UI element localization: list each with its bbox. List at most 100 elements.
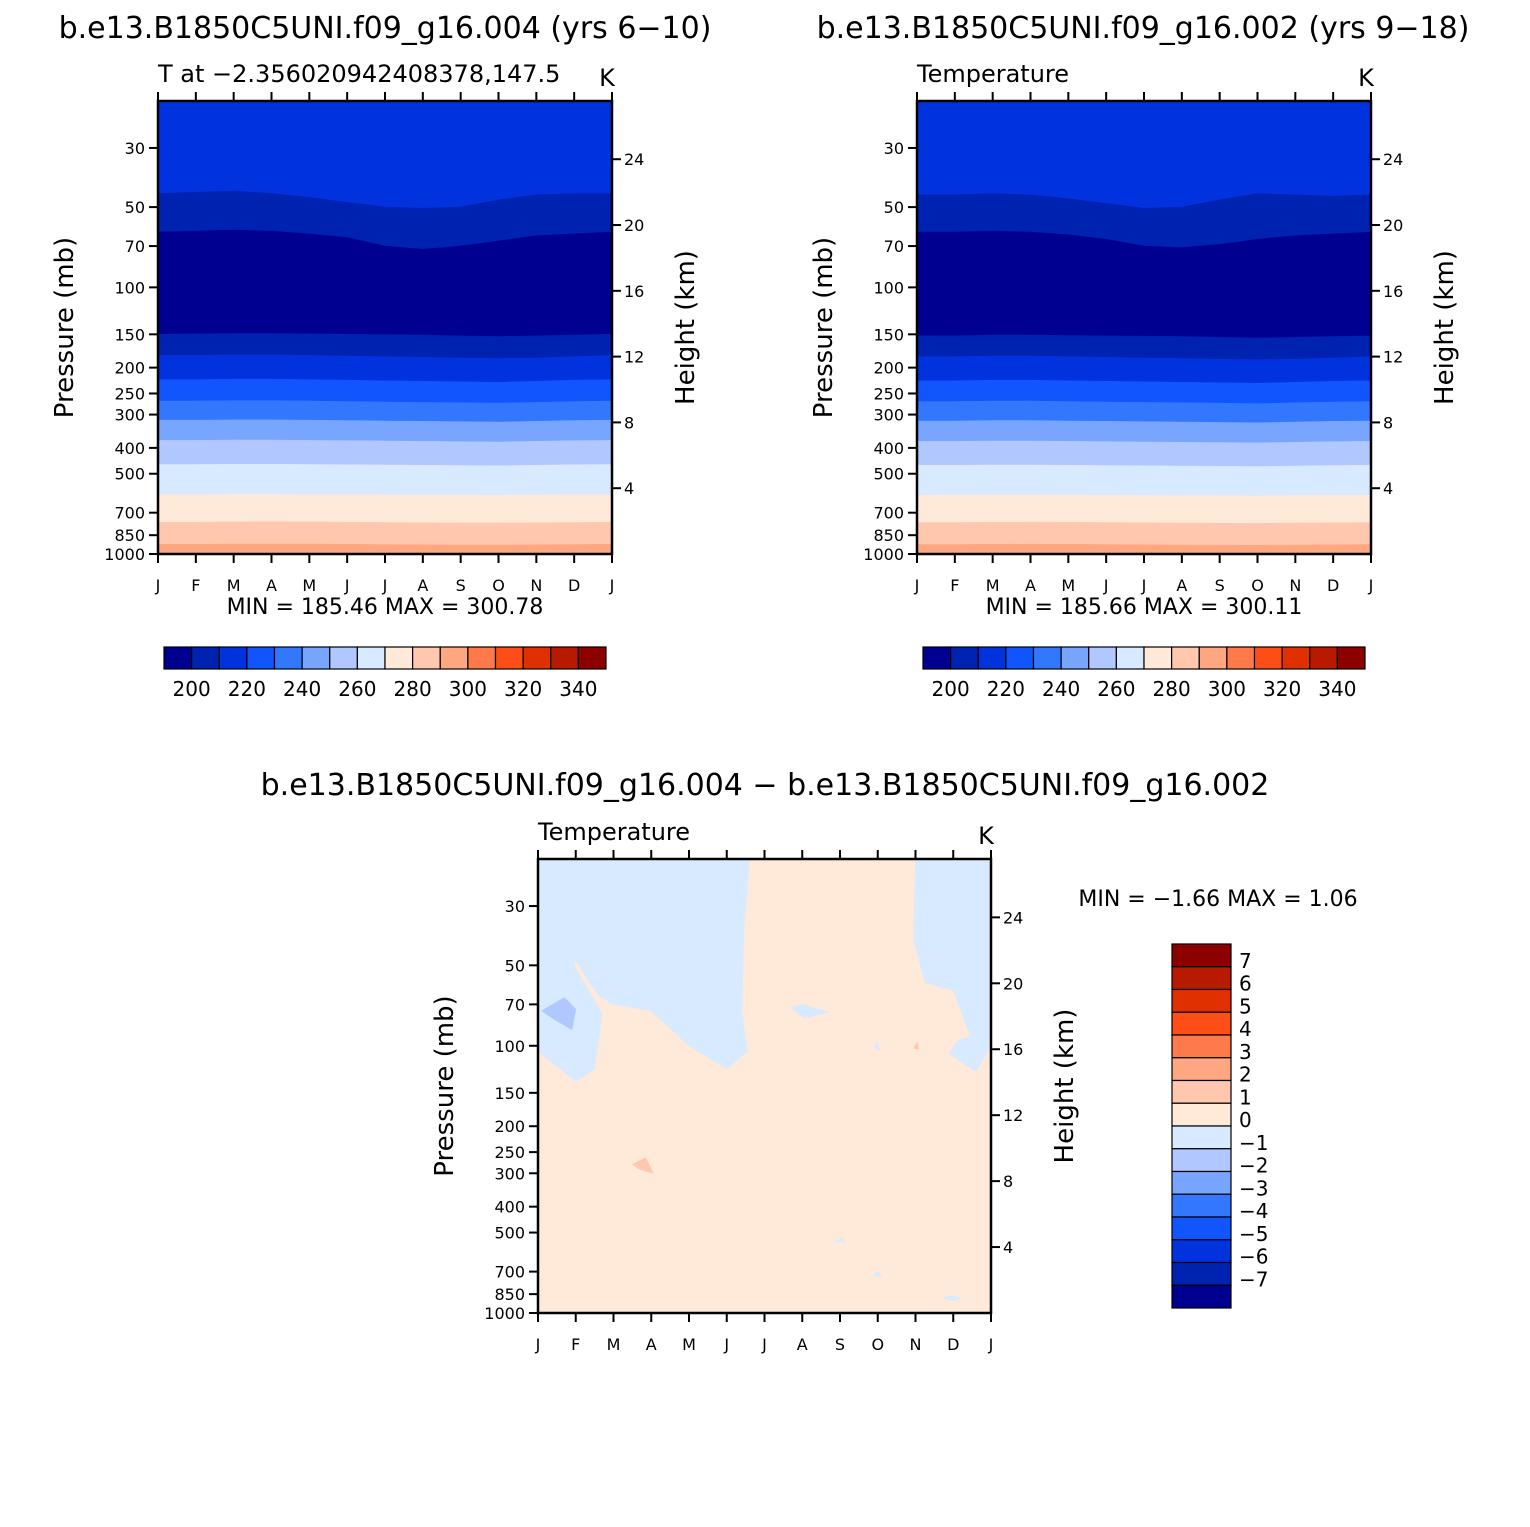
y-tick-label: 850: [114, 526, 145, 545]
x-tick-label: M: [682, 1335, 696, 1354]
x-tick-label: N: [1289, 576, 1301, 595]
colorbar-label: −4: [1239, 1199, 1268, 1223]
y-tick-label: 300: [494, 1164, 525, 1183]
y-tick-label: 30: [125, 139, 145, 158]
x-tick-label: A: [1176, 576, 1187, 595]
panel-subtitle: Temperature: [916, 60, 1069, 88]
y-tick-label: 850: [494, 1285, 525, 1304]
y-tick-label: 400: [494, 1198, 525, 1217]
colorbar-box: [246, 646, 276, 670]
colorbar-label: −2: [1239, 1154, 1268, 1178]
colorbar-box: [384, 646, 414, 670]
colorbar-label: 280: [394, 677, 432, 701]
contour-region-1: [913, 859, 991, 1073]
x-tick-label: M: [986, 576, 1000, 595]
y-axis-label-right: Height (km): [1050, 1009, 1080, 1164]
x-tick-label: J: [988, 1335, 994, 1354]
panel-subtitle: T at −2.356020942408378,147.5: [157, 60, 560, 88]
colorbar-box: [412, 646, 441, 670]
height-tick-label: 8: [1383, 413, 1393, 432]
y-tick-label: 400: [873, 439, 904, 458]
contour-band-8: [158, 439, 612, 467]
contour-region-7: [833, 1237, 847, 1243]
colorbar-box: [577, 646, 607, 670]
units-label: K: [1358, 64, 1375, 92]
y-tick-label: 250: [114, 384, 145, 403]
y-tick-label: 500: [114, 465, 145, 484]
contour-band-9: [917, 464, 1371, 497]
x-tick-label: J: [155, 576, 161, 595]
colorbar-label: 200: [932, 677, 970, 701]
contour-band-6: [917, 400, 1371, 424]
y-tick-label: 300: [114, 406, 145, 425]
colorbar-box: [1171, 1148, 1232, 1173]
colorbar-label: 340: [1318, 677, 1356, 701]
x-tick-label: M: [607, 1335, 621, 1354]
contour-band-8: [917, 440, 1371, 467]
colorbar-box: [1143, 646, 1173, 670]
y-axis-label-right: Height (km): [1430, 250, 1460, 405]
x-tick-label: S: [1215, 576, 1225, 595]
contour-band-4: [917, 355, 1371, 384]
y-tick-label: 1000: [863, 545, 904, 564]
contour-region-4: [873, 1041, 881, 1051]
contour-region-8: [873, 1271, 883, 1277]
colorbar-label: 2: [1239, 1063, 1252, 1087]
height-tick-label: 16: [624, 282, 644, 301]
x-tick-label: S: [835, 1335, 845, 1354]
y-tick-label: 50: [125, 198, 145, 217]
height-tick-label: 12: [624, 348, 644, 367]
x-tick-label: O: [492, 576, 505, 595]
y-tick-label: 1000: [104, 545, 145, 564]
x-tick-label: M: [227, 576, 241, 595]
colorbar-box: [163, 646, 193, 670]
colorbar-box: [1171, 1125, 1232, 1150]
y-tick-label: 100: [494, 1037, 525, 1056]
colorbar-box: [1336, 646, 1366, 670]
colorbar-box: [522, 646, 552, 670]
height-tick-label: 24: [1003, 908, 1023, 927]
x-tick-label: J: [344, 576, 350, 595]
colorbar-label: 3: [1239, 1040, 1252, 1064]
y-tick-label: 200: [494, 1117, 525, 1136]
contour-region-9: [942, 1295, 962, 1302]
x-tick-label: A: [266, 576, 277, 595]
y-tick-label: 1000: [484, 1304, 525, 1323]
y-tick-label: 850: [873, 526, 904, 545]
colorbar-box: [218, 646, 248, 670]
x-tick-label: O: [871, 1335, 884, 1354]
colorbar-label: 340: [559, 677, 597, 701]
height-tick-label: 16: [1003, 1040, 1023, 1059]
colorbar-box: [1171, 966, 1232, 991]
height-tick-label: 24: [624, 150, 644, 169]
colorbar-box: [1171, 1034, 1232, 1059]
height-tick-label: 8: [624, 413, 634, 432]
colorbar-label: 300: [1208, 677, 1246, 701]
colorbar-box: [273, 646, 303, 670]
y-tick-label: 70: [884, 237, 904, 256]
contour-band-7: [158, 419, 612, 443]
contour-region-5: [913, 1041, 919, 1050]
y-tick-label: 70: [125, 237, 145, 256]
contour-region-3: [790, 1004, 830, 1019]
colorbar-box: [1253, 646, 1283, 670]
x-tick-label: A: [646, 1335, 657, 1354]
y-tick-label: 30: [505, 897, 525, 916]
y-tick-label: 250: [873, 384, 904, 403]
contour-band-9: [158, 464, 612, 496]
colorbar-box: [1171, 1011, 1232, 1036]
colorbar-box: [1171, 1170, 1232, 1195]
height-tick-label: 20: [1003, 974, 1023, 993]
colorbar-label: −1: [1239, 1131, 1268, 1155]
colorbar-box: [191, 646, 220, 670]
colorbar-label: 0: [1239, 1108, 1252, 1132]
x-tick-label: D: [1327, 576, 1339, 595]
contour-band-10: [917, 494, 1371, 524]
contour-band-11: [158, 521, 612, 546]
y-axis-label-right: Height (km): [671, 250, 701, 405]
contour-band-11: [917, 521, 1371, 546]
colorbar-label: 240: [283, 677, 321, 701]
colorbar-label: 200: [173, 677, 211, 701]
x-tick-label: J: [1141, 576, 1147, 595]
x-tick-label: A: [1025, 576, 1036, 595]
